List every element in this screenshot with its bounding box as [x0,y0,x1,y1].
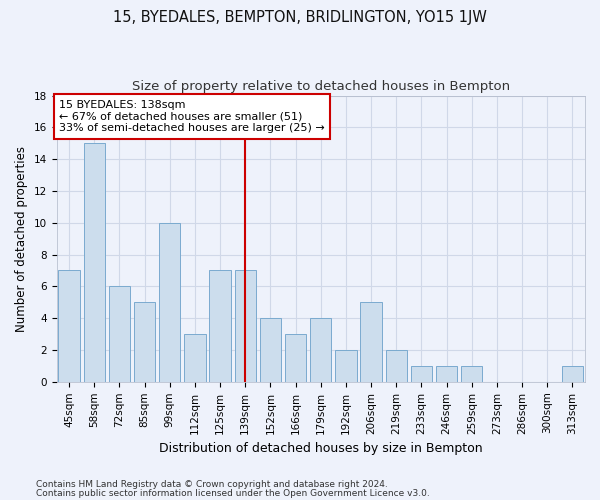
Bar [83,144,105,382]
Bar [285,334,306,382]
Bar [461,366,482,382]
Text: 15 BYEDALES: 138sqm
← 67% of detached houses are smaller (51)
33% of semi-detach: 15 BYEDALES: 138sqm ← 67% of detached ho… [59,100,325,133]
Bar [58,270,80,382]
Text: 15, BYEDALES, BEMPTON, BRIDLINGTON, YO15 1JW: 15, BYEDALES, BEMPTON, BRIDLINGTON, YO15… [113,10,487,25]
Bar [436,366,457,382]
Bar [109,286,130,382]
Bar [361,302,382,382]
Bar [310,318,331,382]
Bar [411,366,432,382]
Title: Size of property relative to detached houses in Bempton: Size of property relative to detached ho… [132,80,510,93]
Bar [184,334,206,382]
Bar [134,302,155,382]
Bar [209,270,231,382]
Bar [335,350,356,382]
Y-axis label: Number of detached properties: Number of detached properties [15,146,28,332]
Text: Contains HM Land Registry data © Crown copyright and database right 2024.: Contains HM Land Registry data © Crown c… [36,480,388,489]
Bar [386,350,407,382]
X-axis label: Distribution of detached houses by size in Bempton: Distribution of detached houses by size … [159,442,482,455]
Bar [159,223,181,382]
Bar [260,318,281,382]
Text: Contains public sector information licensed under the Open Government Licence v3: Contains public sector information licen… [36,490,430,498]
Bar [562,366,583,382]
Bar [235,270,256,382]
